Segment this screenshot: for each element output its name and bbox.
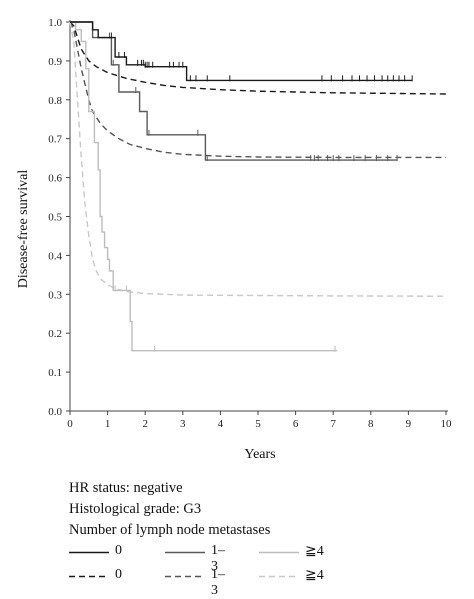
legend: HR status: negative Histological grade: … <box>69 478 469 598</box>
legend-label-solid-4plus: ≧4 <box>305 544 324 559</box>
legend-swatch-solid-4plus <box>259 551 299 554</box>
legend-swatch-dashed-0 <box>69 575 109 578</box>
legend-swatch-dashed-1-3 <box>165 575 205 578</box>
legend-dashed-row: 0 1–3 ≧4 <box>69 565 469 598</box>
x-tick-label: 1 <box>105 418 111 430</box>
x-tick-label: 9 <box>406 418 412 430</box>
y-tick-label: 0.2 <box>48 328 62 340</box>
y-tick-label: 0.6 <box>48 173 62 185</box>
x-tick-label: 3 <box>180 418 186 430</box>
x-tick-label: 6 <box>293 418 299 430</box>
x-tick-label: 7 <box>330 418 336 430</box>
series-line-solid-2 <box>70 21 398 161</box>
series-line-dashed-1 <box>69 21 447 95</box>
survival-chart: 0 1 2 3 4 5 6 7 8 9 10 0.0 0.1 0.2 0.3 0.4 0.5 0.6 0.7 0.8 0… <box>16 17 452 462</box>
series-line-dashed-5 <box>69 21 447 297</box>
legend-swatch-dashed-4plus <box>259 575 299 578</box>
legend-label-dashed-4plus: ≧4 <box>305 568 324 583</box>
y-tick-label: 0.5 <box>48 212 62 224</box>
x-tick-label: 10 <box>441 418 453 430</box>
series-line-solid-4 <box>70 21 337 352</box>
y-tick-label: 0.4 <box>48 250 62 262</box>
y-tick-label: 0.8 <box>48 95 62 107</box>
legend-histological-grade: Histological grade: G3 <box>69 501 202 517</box>
legend-swatch-solid-1-3 <box>165 551 205 554</box>
y-tick-label: 0.3 <box>48 289 62 301</box>
x-tick-label: 0 <box>67 418 73 430</box>
y-tick-label: 0.0 <box>48 406 62 418</box>
legend-label-solid-1-3: 1–3 <box>211 543 225 574</box>
y-tick-label: 1.0 <box>48 17 62 29</box>
legend-label-solid-0: 0 <box>115 543 122 558</box>
x-tick-label: 2 <box>142 418 148 430</box>
x-tick-label: 4 <box>218 418 224 430</box>
x-axis-title: Years <box>244 447 275 462</box>
y-axis-title: Disease-free survival <box>16 170 31 289</box>
y-tick-label: 0.7 <box>48 134 62 146</box>
plot-series <box>69 21 447 352</box>
y-tick-label: 0.9 <box>48 56 62 68</box>
x-tick-label: 8 <box>368 418 374 430</box>
legend-hr-status: HR status: negative <box>69 480 183 496</box>
legend-swatch-solid-0 <box>69 551 109 554</box>
legend-label-dashed-0: 0 <box>115 567 122 582</box>
x-tick-label: 5 <box>255 418 261 430</box>
series-line-solid-0 <box>70 21 413 82</box>
legend-lymph-node-title: Number of lymph node metastases <box>69 522 271 538</box>
y-tick-label: 0.1 <box>48 367 62 379</box>
legend-label-dashed-1-3: 1–3 <box>211 567 225 598</box>
legend-solid-row: 0 1–3 ≧4 <box>69 541 469 574</box>
axes: 0 1 2 3 4 5 6 7 8 9 10 0.0 0.1 0.2 0.3 0.4 0.5 0.6 0.7 0.8 0… <box>48 17 452 430</box>
series-line-dashed-3 <box>69 21 446 159</box>
